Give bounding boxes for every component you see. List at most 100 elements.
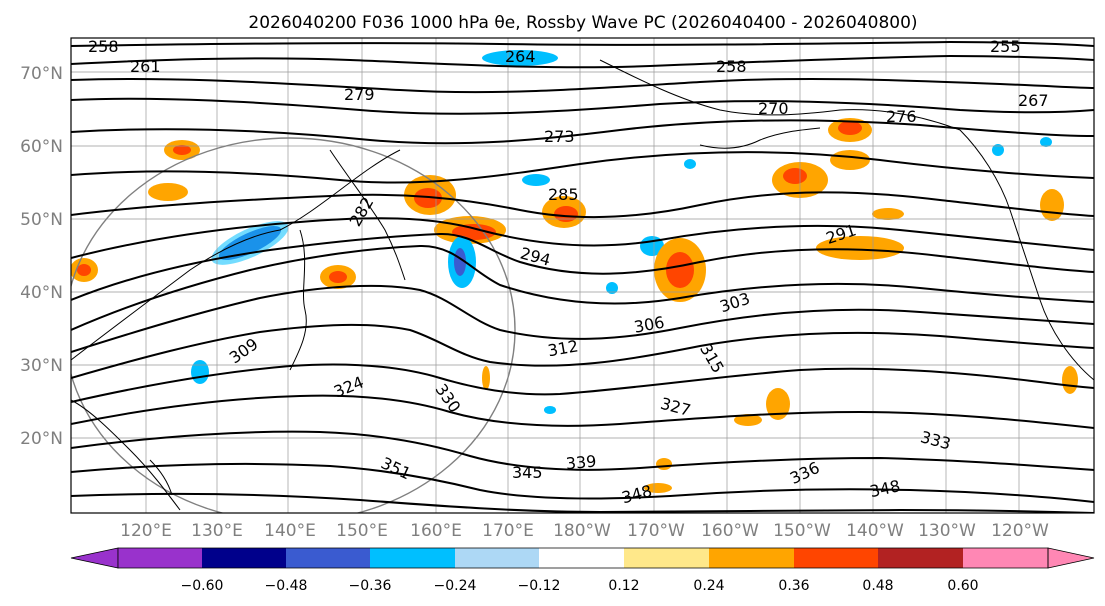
positive-anomaly-patch bbox=[1040, 189, 1064, 221]
contour-label: 345 bbox=[512, 463, 543, 482]
colorbar-tick: 0.60 bbox=[947, 578, 978, 594]
rossby-wave-pc-shading bbox=[71, 50, 1078, 493]
colorbar-segment bbox=[794, 548, 878, 568]
lon-label: 120°E bbox=[120, 521, 172, 541]
colorbar-tick: 0.24 bbox=[693, 578, 724, 594]
negative-anomaly-patch bbox=[1040, 137, 1052, 147]
contour-label: 264 bbox=[505, 47, 536, 66]
lat-label: 30°N bbox=[20, 356, 63, 376]
positive-anomaly-patch bbox=[666, 252, 694, 288]
contour-line bbox=[71, 41, 1094, 47]
colorbar-tick: −0.48 bbox=[265, 578, 308, 594]
colorbar-segment bbox=[70, 547, 119, 569]
contour-label: 258 bbox=[716, 57, 747, 76]
lat-label: 20°N bbox=[20, 429, 63, 449]
colorbar-segment bbox=[539, 548, 624, 568]
contour-label: 279 bbox=[344, 85, 375, 104]
positive-anomaly-patch bbox=[1062, 366, 1078, 394]
positive-anomaly-patch bbox=[173, 145, 191, 155]
positive-anomaly-patch bbox=[783, 168, 807, 184]
positive-anomaly-patch bbox=[656, 458, 672, 470]
colorbar-segment bbox=[624, 548, 709, 568]
positive-anomaly-patch bbox=[329, 271, 347, 283]
contour-label: 285 bbox=[548, 185, 579, 204]
positive-anomaly-patch bbox=[482, 366, 490, 390]
lat-label: 50°N bbox=[20, 210, 63, 230]
contour-line bbox=[71, 463, 1094, 503]
reference-circle bbox=[71, 137, 516, 513]
lon-label: 170°W bbox=[627, 521, 685, 541]
colorbar-segment bbox=[1047, 547, 1095, 569]
lon-label: 140°E bbox=[264, 521, 316, 541]
contour-label: 276 bbox=[886, 107, 917, 126]
contour-line bbox=[71, 55, 1094, 69]
positive-anomaly-patch bbox=[77, 264, 91, 276]
lon-label: 130°W bbox=[918, 521, 976, 541]
contour-line bbox=[71, 244, 1094, 331]
contour-line bbox=[71, 77, 1094, 94]
negative-anomaly-patch bbox=[454, 248, 466, 276]
contour-line bbox=[71, 363, 1094, 403]
positive-anomaly-patch bbox=[816, 236, 904, 260]
colorbar-segment bbox=[118, 548, 202, 568]
colorbar-segment bbox=[202, 548, 286, 568]
colorbar-outline bbox=[117, 547, 1049, 569]
negative-anomaly-patch bbox=[482, 50, 558, 66]
lon-label: 180°W bbox=[553, 521, 611, 541]
colorbar-segment bbox=[370, 548, 455, 568]
contour-line bbox=[71, 191, 1094, 219]
map-border bbox=[70, 37, 1095, 514]
theta-e-contours bbox=[71, 41, 1094, 513]
colorbar-tick: −0.36 bbox=[349, 578, 392, 594]
contour-line bbox=[71, 323, 1094, 379]
graticule bbox=[71, 38, 1094, 513]
lat-label: 60°N bbox=[20, 137, 63, 157]
positive-anomaly-patch bbox=[766, 388, 790, 420]
negative-anomaly-patch bbox=[191, 360, 209, 384]
positive-anomaly-patch bbox=[872, 208, 904, 220]
positive-anomaly-patch bbox=[734, 414, 762, 426]
colorbar-tick: 0.12 bbox=[608, 578, 639, 594]
longitude-labels: 120°E 130°E 140°E 150°E 160°E 170°E 180°… bbox=[120, 521, 1049, 541]
colorbar-tick: 0.48 bbox=[862, 578, 893, 594]
colorbar-segment bbox=[963, 548, 1048, 568]
contour-label: 273 bbox=[544, 127, 575, 146]
negative-anomaly-patch bbox=[522, 174, 550, 186]
contour-line bbox=[71, 394, 1094, 429]
contour-label: 255 bbox=[990, 37, 1021, 56]
negative-anomaly-patch bbox=[606, 282, 618, 294]
latitude-labels: 70°N 60°N 50°N 40°N 30°N 20°N bbox=[20, 64, 63, 449]
colorbar-tick: −0.24 bbox=[434, 578, 477, 594]
lon-label: 160°E bbox=[410, 521, 462, 541]
contour-line bbox=[71, 119, 1094, 145]
colorbar-segment bbox=[709, 548, 794, 568]
negative-anomaly-patch bbox=[544, 406, 556, 414]
lat-label: 40°N bbox=[20, 283, 63, 303]
positive-anomaly-patch bbox=[452, 224, 496, 240]
lon-label: 140°W bbox=[846, 521, 904, 541]
colorbar: −0.60 −0.48 −0.36 −0.24 −0.12 0.12 0.24 … bbox=[70, 547, 1095, 594]
contour-line bbox=[71, 97, 1094, 115]
map-panel: 258 261 255 264 279 258 270 276 267 273 … bbox=[70, 37, 1095, 514]
colorbar-tick: −0.60 bbox=[181, 578, 224, 594]
positive-anomaly-patch bbox=[554, 206, 578, 222]
contour-label: 270 bbox=[758, 99, 789, 118]
lat-label: 70°N bbox=[20, 64, 63, 84]
contour-line bbox=[71, 151, 1094, 184]
lon-label: 170°E bbox=[482, 521, 534, 541]
colorbar-segment bbox=[878, 548, 963, 568]
contour-line bbox=[71, 284, 1094, 353]
contour-line bbox=[71, 430, 1094, 471]
positive-anomaly-patch bbox=[148, 183, 188, 201]
lon-label: 150°E bbox=[336, 521, 388, 541]
lon-label: 160°W bbox=[701, 521, 759, 541]
lon-label: 130°E bbox=[191, 521, 243, 541]
contour-line bbox=[71, 217, 1094, 259]
positive-anomaly-patch bbox=[830, 150, 870, 170]
contour-label: 339 bbox=[565, 452, 597, 474]
lon-label: 120°W bbox=[991, 521, 1049, 541]
colorbar-segment bbox=[455, 548, 539, 568]
colorbar-segment bbox=[286, 548, 370, 568]
negative-anomaly-patch bbox=[992, 144, 1004, 156]
